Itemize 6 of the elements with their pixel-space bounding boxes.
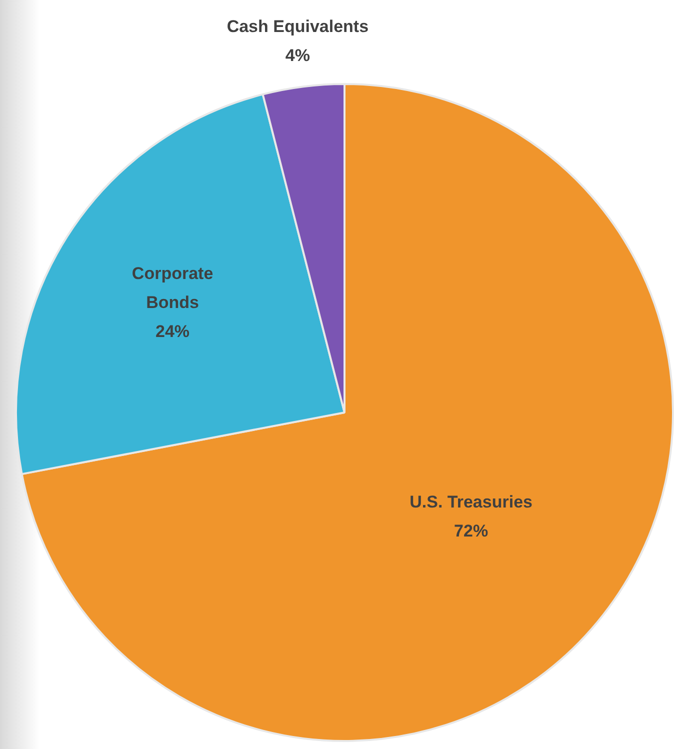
slice-label: Corporate Bonds: [132, 264, 214, 312]
data-label: 4%: [285, 46, 310, 66]
data-label: 24%: [156, 322, 190, 342]
slice-label: Cash Equivalents: [226, 17, 369, 36]
slice-label: U.S. Treasuries: [410, 492, 532, 512]
data-label: 72%: [454, 521, 488, 540]
